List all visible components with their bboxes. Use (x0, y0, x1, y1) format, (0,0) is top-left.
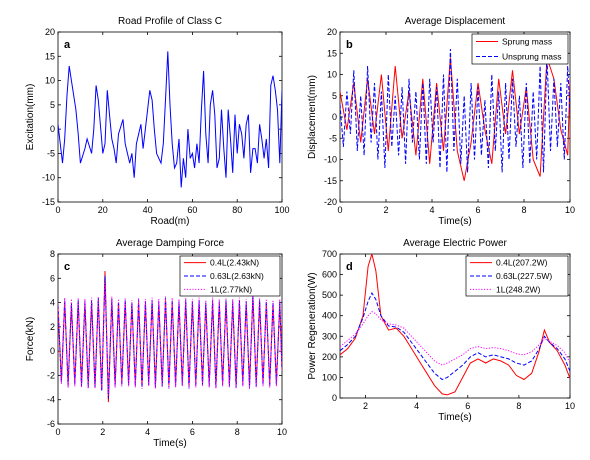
x-tick-label: 2 (363, 401, 368, 411)
legend-label: 0.63L(227.5W) (496, 271, 552, 281)
x-tick-label: 0 (55, 427, 60, 437)
series-line-road-profile (58, 51, 282, 188)
series-line-1l-2-77kn- (58, 283, 282, 395)
legend-label: Sprung mass (502, 37, 552, 47)
y-tick-label: 0 (332, 393, 337, 403)
x-axis-label: Road(m) (151, 216, 190, 227)
x-tick-label: 60 (187, 205, 197, 215)
x-tick-label: 100 (274, 205, 289, 215)
y-tick-label: 0 (332, 112, 337, 122)
y-tick-label: -15 (324, 176, 337, 186)
x-tick-label: 8 (516, 401, 521, 411)
x-tick-label: 0 (55, 205, 60, 215)
legend-box (471, 33, 569, 65)
y-tick-label: 500 (322, 290, 337, 300)
x-tick-label: 2 (383, 205, 388, 215)
y-tick-label: 15 (327, 48, 337, 58)
y-tick-label: 100 (322, 372, 337, 382)
chart-panel-c: 0 2 4 6 8 10 -6 -4 -2 0 2 4 6 8 Average Damping Force c… (25, 238, 287, 449)
x-tick-label: 6 (475, 205, 480, 215)
legend-label: 1L(2.77kN) (210, 284, 252, 294)
y-axis-label: Displacement(mm) (307, 75, 318, 159)
y-tick-label: 4 (50, 298, 55, 308)
x-tick-label: 8 (521, 205, 526, 215)
y-tick-label: 5 (50, 100, 55, 110)
x-tick-label: 10 (565, 401, 575, 411)
chart-title: Average Damping Force (116, 238, 225, 249)
y-tick-label: 10 (45, 76, 55, 86)
x-tick-label: 2 (100, 427, 105, 437)
panel-letter: c (64, 261, 70, 273)
y-tick-label: 8 (50, 249, 55, 259)
y-tick-label: -10 (42, 173, 55, 183)
legend: 0.4L(207.2W) 0.63L(227.5W) 1L(248.2W) (465, 255, 569, 297)
chart-title: Average Displacement (405, 16, 506, 27)
y-axis-label: Excitation(mm) (25, 84, 36, 151)
y-tick-label: 300 (322, 331, 337, 341)
x-tick-label: 6 (190, 427, 195, 437)
y-tick-label: -20 (324, 197, 337, 207)
legend-label: 0.4L(207.2W) (496, 258, 548, 268)
x-tick-label: 6 (465, 401, 470, 411)
y-tick-label: 5 (332, 91, 337, 101)
y-tick-label: 20 (327, 27, 337, 37)
series-line-0-4l-207-2w- (340, 254, 570, 396)
legend: 0.4L(2.43kN) 0.63L(2.63kN) 1L(2.77kN) (179, 255, 281, 297)
series-line-1l-248-2w- (340, 310, 570, 366)
x-tick-label: 10 (565, 205, 575, 215)
y-tick-label: -5 (47, 148, 55, 158)
y-tick-label: 0 (50, 346, 55, 356)
y-tick-label: 200 (322, 352, 337, 362)
x-tick-label: 10 (277, 427, 287, 437)
y-tick-label: -6 (47, 419, 55, 429)
y-tick-label: 400 (322, 311, 337, 321)
legend-label: Unsprung mass (502, 52, 562, 62)
y-tick-label: -10 (324, 155, 337, 165)
x-tick-label: 20 (98, 205, 108, 215)
legend-label: 0.63L(2.63kN) (210, 271, 264, 281)
y-tick-label: 10 (327, 70, 337, 80)
series-line-sprung-mass (340, 57, 570, 181)
panel-letter: d (346, 261, 353, 273)
x-axis-label: Time(s) (438, 412, 472, 423)
y-tick-label: 20 (45, 27, 55, 37)
y-tick-label: -4 (47, 395, 55, 405)
panel-letter: b (346, 39, 353, 51)
y-tick-label: 0 (50, 124, 55, 134)
x-tick-label: 4 (414, 401, 419, 411)
chart-title: Average Electric Power (403, 238, 507, 249)
plot-frame (339, 253, 571, 399)
x-axis-label: Time(s) (153, 438, 187, 449)
panel-letter: a (64, 39, 71, 51)
x-tick-label: 80 (232, 205, 242, 215)
y-tick-label: 15 (45, 51, 55, 61)
legend-label: 0.4L(2.43kN) (210, 258, 259, 268)
y-tick-label: -2 (47, 370, 55, 380)
y-tick-label: -15 (42, 197, 55, 207)
y-tick-label: 600 (322, 270, 337, 280)
series-line-unsprung-mass (340, 48, 570, 173)
y-axis-label: Power Regeneration(W) (307, 272, 318, 379)
y-tick-label: 2 (50, 322, 55, 332)
y-tick-label: 700 (322, 249, 337, 259)
x-tick-label: 0 (337, 205, 342, 215)
x-tick-label: 8 (235, 427, 240, 437)
y-tick-label: 6 (50, 273, 55, 283)
chart-panel-a: 0 20 40 60 80 100 -15 -10 -5 0 5 10 15 20 Road Profile… (25, 16, 290, 227)
chart-panel-b: 0 2 4 6 8 10 -20 -15 -10 -5 0 5 10 15 20 Average Displa… (307, 16, 575, 227)
chart-title: Road Profile of Class C (118, 16, 222, 27)
x-tick-label: 4 (145, 427, 150, 437)
legend-label: 1L(248.2W) (496, 284, 541, 294)
plot-frame (57, 253, 283, 425)
y-tick-label: -5 (329, 133, 337, 143)
plot-frame (57, 31, 283, 203)
x-tick-label: 40 (143, 205, 153, 215)
x-axis-label: Time(s) (438, 216, 472, 227)
x-tick-label: 4 (429, 205, 434, 215)
y-axis-label: Force(kN) (25, 317, 36, 361)
series-line-0-63l-227-5w- (340, 292, 570, 381)
legend: Sprung mass Unsprung mass (471, 33, 569, 65)
